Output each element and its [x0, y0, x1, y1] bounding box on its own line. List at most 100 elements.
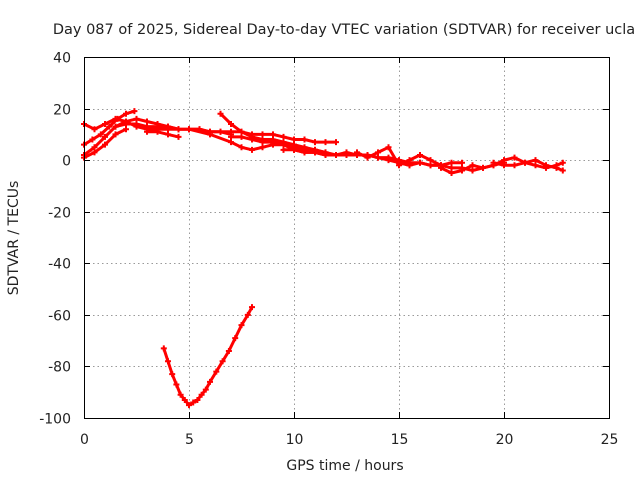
data-point-marker — [238, 144, 245, 151]
data-point-marker — [280, 133, 287, 140]
data-point-marker — [490, 159, 497, 166]
data-point-marker — [459, 167, 465, 174]
data-point-marker — [114, 115, 121, 122]
data-point-marker — [270, 139, 276, 146]
data-point-marker — [207, 378, 213, 385]
x-tick-label: 15 — [391, 432, 409, 448]
data-point-marker — [102, 133, 108, 140]
data-point-marker — [301, 136, 308, 143]
data-point-marker — [448, 164, 455, 171]
data-point-marker — [186, 402, 192, 409]
x-tick-label: 10 — [286, 432, 304, 448]
data-point-marker — [225, 347, 232, 354]
data-point-marker — [123, 121, 129, 128]
data-point-marker — [228, 139, 234, 146]
data-point-marker — [190, 399, 197, 406]
data-point-marker — [217, 110, 224, 117]
data-point-marker — [154, 128, 161, 135]
data-point-marker — [91, 144, 98, 151]
data-point-marker — [291, 146, 297, 153]
data-point-marker — [97, 131, 104, 138]
data-point-marker — [123, 126, 129, 133]
data-point-marker — [194, 396, 201, 403]
x-axis-label: GPS time / hours — [286, 458, 403, 474]
data-point-marker — [175, 126, 182, 133]
data-point-marker — [232, 335, 239, 342]
data-series — [81, 108, 566, 409]
data-point-marker — [249, 304, 255, 311]
data-point-marker — [169, 371, 176, 378]
data-point-marker — [343, 149, 350, 156]
data-point-marker — [385, 144, 392, 151]
data-point-marker — [102, 141, 108, 148]
data-point-marker — [375, 149, 381, 156]
data-point-marker — [228, 133, 234, 140]
data-point-marker — [249, 136, 255, 143]
data-point-marker — [333, 139, 339, 146]
data-point-marker — [532, 157, 539, 164]
data-point-marker — [385, 157, 392, 164]
x-tick-label: 20 — [496, 432, 514, 448]
data-point-marker — [207, 131, 213, 138]
data-point-marker — [553, 164, 560, 171]
data-point-marker — [144, 128, 150, 135]
data-point-marker — [238, 133, 245, 140]
data-point-marker — [406, 157, 413, 164]
data-point-marker — [417, 159, 423, 166]
data-point-marker — [375, 154, 381, 161]
data-point-marker — [244, 311, 251, 318]
y-tick-label: -60 — [48, 309, 71, 325]
data-point-marker — [173, 381, 180, 388]
data-point-marker — [213, 368, 220, 375]
data-point-marker — [228, 128, 234, 135]
data-point-marker — [522, 159, 528, 166]
data-point-marker — [144, 118, 150, 125]
data-point-marker — [228, 121, 234, 128]
data-point-marker — [438, 164, 444, 171]
y-tick-label: 0 — [62, 154, 71, 170]
data-point-marker — [238, 128, 245, 135]
series-group — [438, 154, 566, 177]
data-point-marker — [469, 167, 476, 174]
data-point-marker — [112, 123, 119, 130]
plot-frame — [84, 57, 610, 419]
data-point-marker — [511, 154, 518, 161]
data-point-marker — [501, 157, 507, 164]
data-point-marker — [301, 149, 308, 156]
data-point-marker — [177, 391, 184, 398]
data-point-marker — [322, 151, 329, 158]
data-point-marker — [259, 139, 266, 146]
data-point-marker — [280, 141, 287, 148]
data-point-marker — [165, 131, 171, 138]
data-point-marker — [91, 149, 98, 156]
data-point-marker — [165, 358, 171, 365]
data-point-marker — [427, 162, 434, 169]
data-point-marker — [333, 151, 339, 158]
data-point-marker — [396, 159, 402, 166]
data-point-marker — [417, 151, 423, 158]
data-point-marker — [511, 162, 518, 169]
data-point-marker — [91, 126, 98, 133]
series-group — [490, 157, 566, 174]
y-tick-label: -40 — [48, 257, 71, 273]
data-point-marker — [364, 154, 371, 161]
x-tick-label: 25 — [601, 432, 619, 448]
data-point-marker — [102, 121, 108, 128]
data-point-marker — [106, 123, 113, 130]
data-point-marker — [543, 162, 549, 169]
data-point-marker — [459, 159, 465, 166]
series-line — [114, 122, 338, 144]
axis-ticks: 0 5 10 15 20 25 -100 -80 -60 -40 -20 0 20 40 — [39, 51, 618, 449]
series-group — [144, 128, 182, 140]
data-point-marker — [89, 136, 96, 143]
data-point-marker — [259, 144, 266, 151]
data-point-marker — [112, 131, 119, 138]
chart-title: Day 087 of 2025, Sidereal Day-to-day VTE… — [53, 22, 635, 38]
data-point-marker — [280, 146, 287, 153]
data-point-marker — [144, 123, 150, 130]
y-tick-label: 40 — [53, 51, 71, 67]
y-tick-label: 20 — [53, 103, 71, 119]
data-point-marker — [131, 108, 138, 115]
series-line — [145, 130, 180, 139]
